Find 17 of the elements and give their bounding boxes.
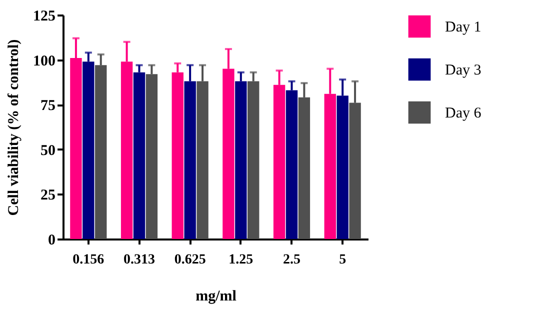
- y-tick-label: 125: [33, 8, 56, 24]
- x-tick-label: 0.313: [124, 252, 155, 268]
- y-tick-label: 50: [40, 142, 56, 159]
- x-tick-label: 5: [339, 252, 346, 268]
- x-tick-label: 1.25: [228, 252, 254, 268]
- x-tick-label: 0.625: [174, 252, 206, 268]
- y-axis-title: Cell viability (% of control): [6, 39, 22, 216]
- x-tick-label: 0.156: [72, 252, 104, 268]
- legend-label: Day 1: [445, 20, 482, 36]
- legend-label: Day 6: [445, 106, 482, 122]
- y-tick-label: 0: [48, 232, 56, 248]
- x-tick-label: 2.5: [283, 252, 300, 268]
- y-tick-label: 25: [40, 188, 56, 204]
- x-axis-title: mg/ml: [196, 288, 236, 304]
- y-tick-label: 100: [33, 53, 56, 70]
- legend-label: Day 3: [445, 62, 482, 78]
- y-tick-label: 75: [40, 98, 56, 114]
